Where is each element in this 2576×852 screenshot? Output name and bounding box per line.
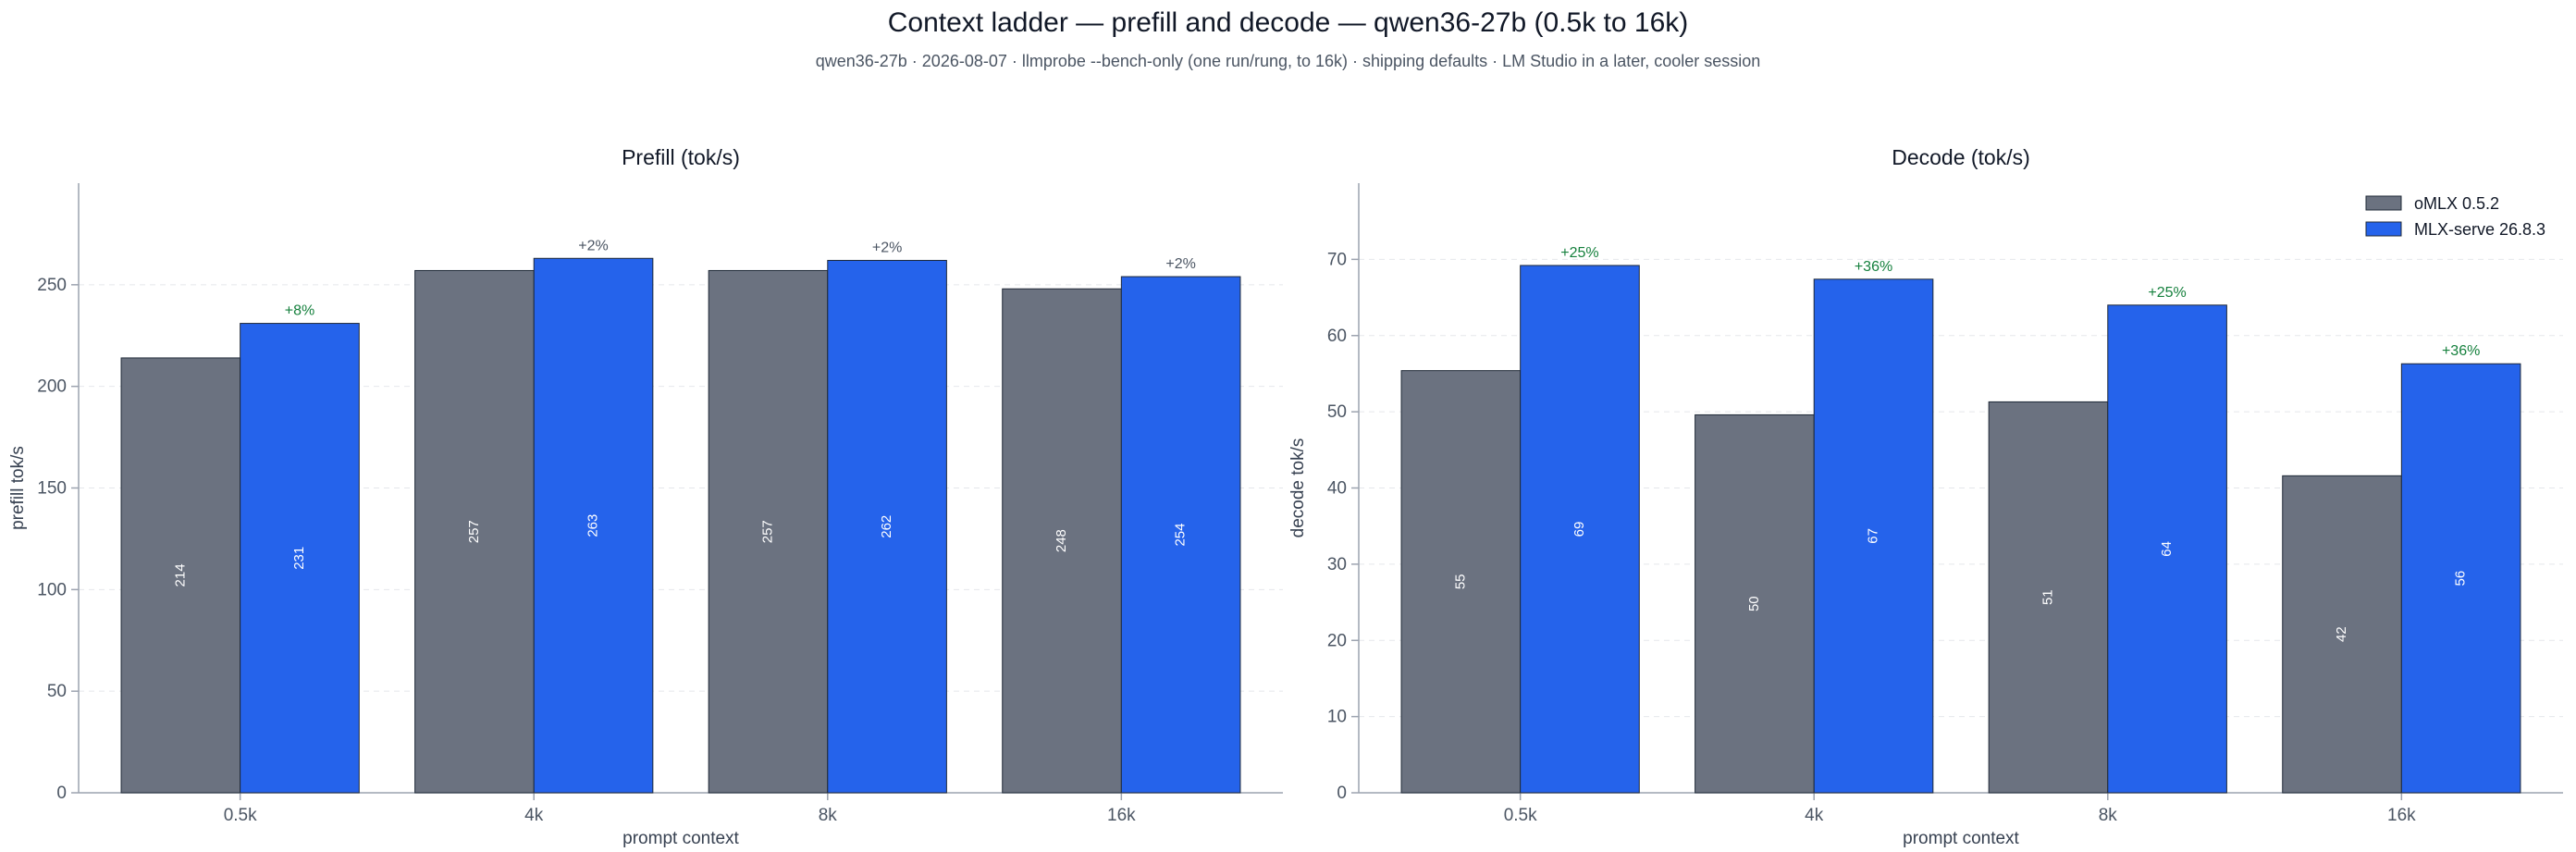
x-tick-label: 16k	[1107, 806, 1136, 825]
y-axis-label: decode tok/s	[1288, 438, 1308, 538]
y-tick-label: 60	[1327, 327, 1347, 346]
delta-annotation: +36%	[1855, 259, 1892, 275]
x-tick-label: 8k	[2099, 806, 2118, 825]
y-tick-label: 70	[1327, 250, 1347, 269]
bar-omlx-16k	[1002, 288, 1122, 794]
bar-value-label: 67	[1865, 528, 1880, 544]
bar-value-label: 56	[2453, 571, 2469, 587]
bar-value-label: 248	[1054, 529, 1069, 552]
bar-omlx-4k	[414, 269, 535, 794]
bar-value-label: 69	[1571, 522, 1587, 537]
delta-annotation: +25%	[2148, 285, 2186, 301]
page-title: Context ladder — prefill and decode — qw…	[887, 7, 1689, 38]
bar-omlx-4k	[1695, 414, 1815, 794]
y-tick-label: 20	[1327, 631, 1347, 650]
y-tick-label: 50	[1327, 402, 1347, 422]
delta-annotation: +2%	[578, 238, 608, 253]
legend-swatch	[2365, 195, 2402, 211]
y-tick-label: 250	[37, 276, 67, 295]
delta-annotation: +25%	[1560, 245, 1598, 261]
bar-mlx-serve-16k	[1120, 276, 1241, 794]
delta-annotation: +36%	[2442, 343, 2480, 359]
bar-value-label: 64	[2159, 541, 2175, 557]
bar-omlx-0.5k	[120, 357, 241, 794]
x-tick-label: 8k	[819, 806, 838, 825]
bar-value-label: 50	[1746, 596, 1762, 611]
bar-value-label: 254	[1173, 524, 1189, 547]
x-tick-label: 4k	[1805, 806, 1824, 825]
bar-mlx-serve-4k	[533, 257, 654, 794]
bar-mlx-serve-16k	[2400, 363, 2521, 794]
bar-value-label: 42	[2334, 626, 2349, 642]
x-axis-label: prompt context	[1903, 829, 2019, 848]
x-axis-label: prompt context	[622, 829, 739, 848]
x-tick-label: 16k	[2387, 806, 2416, 825]
x-tick-label: 0.5k	[1504, 806, 1537, 825]
delta-annotation: +2%	[1165, 256, 1195, 272]
y-axis-label: prefill tok/s	[8, 446, 28, 530]
bar-omlx-16k	[2282, 475, 2402, 794]
y-tick-label: 0	[1337, 784, 1347, 803]
bar-value-label: 257	[759, 520, 775, 543]
bar-omlx-0.5k	[1400, 370, 1522, 794]
legend-swatch	[2365, 221, 2402, 237]
y-tick-label: 10	[1327, 708, 1347, 727]
bar-value-label: 257	[466, 520, 482, 543]
y-tick-label: 150	[37, 479, 67, 499]
legend-label: oMLX 0.5.2	[2414, 194, 2499, 213]
x-tick-label: 4k	[524, 806, 544, 825]
bar-value-label: 263	[585, 514, 600, 537]
bar-omlx-8k	[1988, 401, 2109, 794]
legend: oMLX 0.5.2 MLX-serve 26.8.3	[2365, 194, 2545, 239]
delta-annotation: +8%	[285, 303, 314, 319]
bar-omlx-8k	[708, 269, 829, 794]
y-tick-label: 100	[37, 580, 67, 599]
bar-mlx-serve-0.5k	[1520, 265, 1640, 794]
x-tick-label: 0.5k	[224, 806, 257, 825]
bar-value-label: 214	[172, 563, 188, 587]
y-tick-label: 200	[37, 377, 67, 397]
bar-value-label: 262	[879, 515, 894, 538]
bar-value-label: 231	[291, 547, 307, 570]
bar-mlx-serve-8k	[827, 259, 947, 794]
delta-annotation: +2%	[872, 240, 902, 255]
panel-title: Prefill (tok/s)	[622, 145, 740, 169]
bar-value-label: 55	[1452, 574, 1468, 589]
y-tick-label: 40	[1327, 479, 1347, 499]
legend-label: MLX-serve 26.8.3	[2414, 220, 2545, 239]
y-tick-label: 0	[56, 784, 67, 803]
chart-panel-2: 0 10 20 30 40 50 60 70 0.5k 55 69 +25% 4k 50 67 +36% 8k 5…	[1288, 145, 2563, 848]
bar-value-label: 51	[2040, 589, 2055, 605]
panel-title: Decode (tok/s)	[1892, 145, 2030, 169]
y-tick-label: 30	[1327, 555, 1347, 574]
bar-mlx-serve-4k	[1813, 278, 1934, 794]
bar-mlx-serve-8k	[2107, 304, 2227, 794]
bar-mlx-serve-0.5k	[240, 323, 360, 794]
chart-panel-1: 0 50 100 150 200 250 0.5k 214 231 +8% 4k 257 263 +2% 8…	[8, 145, 1283, 848]
page-subtitle: qwen36-27b · 2026-08-07 · llmprobe --ben…	[815, 52, 1761, 70]
y-tick-label: 50	[47, 682, 67, 701]
